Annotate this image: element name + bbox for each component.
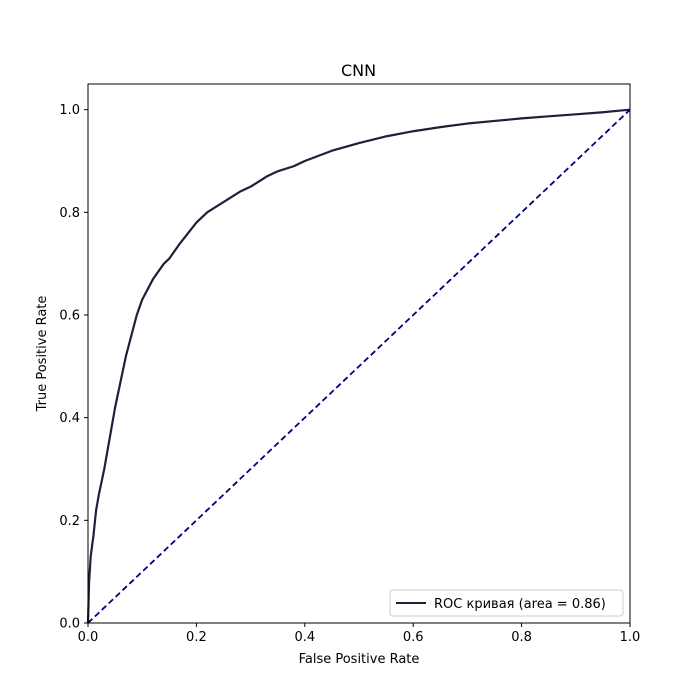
- x-tick-label: 0.8: [511, 630, 532, 645]
- diagonal-reference-line: [87, 109, 631, 624]
- x-tick-label: 0.0: [78, 630, 99, 645]
- y-tick-label: 0.6: [59, 309, 80, 324]
- x-tick-label: 0.6: [403, 630, 424, 645]
- x-axis-ticks: 0.0 0.2 0.4 0.6 0.8 1.0: [78, 623, 641, 645]
- y-tick-label: 1.0: [59, 103, 80, 118]
- y-axis-label: True Positive Rate: [35, 296, 50, 413]
- plot-area: [86, 108, 631, 624]
- roc-curve-line: [86, 108, 631, 624]
- legend-box: [389, 589, 624, 617]
- x-tick-label: 0.2: [186, 630, 207, 645]
- axes-frame: [87, 83, 631, 624]
- y-tick-label: 0.0: [59, 617, 80, 632]
- legend-label-roc: ROC кривая (area = 0.86): [434, 597, 606, 612]
- y-tick-label: 0.2: [59, 514, 80, 529]
- chart-title: CNN: [341, 61, 376, 80]
- x-axis-label: False Positive Rate: [299, 652, 420, 667]
- legend: ROC кривая (area = 0.86): [389, 589, 624, 617]
- y-axis-ticks: 0.0 0.2 0.4 0.6 0.8 1.0: [59, 103, 88, 632]
- y-tick-label: 0.4: [59, 411, 80, 426]
- y-tick-label: 0.8: [59, 206, 80, 221]
- x-tick-label: 0.4: [294, 630, 315, 645]
- x-tick-label: 1.0: [620, 630, 641, 645]
